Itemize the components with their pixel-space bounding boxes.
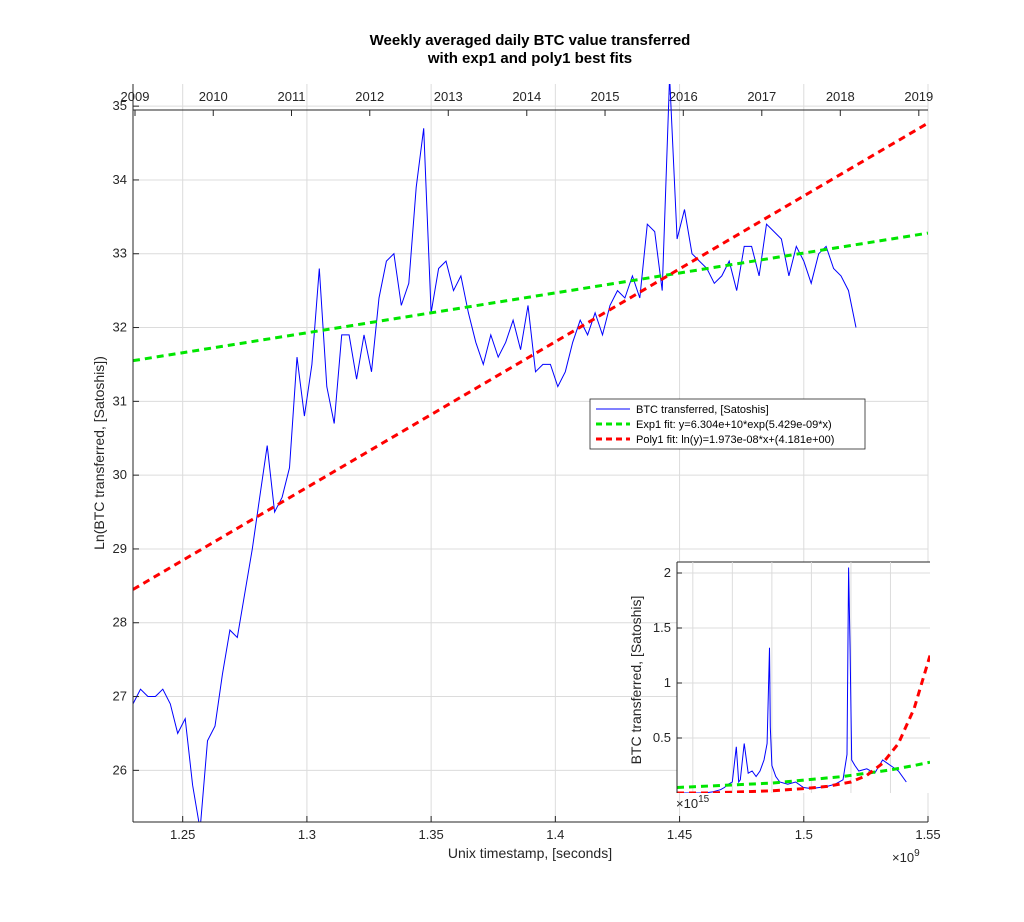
main-y-tick-label: 32: [113, 320, 127, 335]
main-x-tick-label: 1.55: [915, 827, 940, 842]
y-axis-label: Ln(BTC transferred, [Satoshis]): [91, 356, 107, 550]
x-exponent-label: ×109: [892, 848, 920, 865]
top-axis-tick-label: 2016: [669, 89, 698, 104]
top-axis-tick-label: 2015: [591, 89, 620, 104]
main-y-tick-label: 28: [113, 615, 127, 630]
main-y-tick-label: 31: [113, 393, 127, 408]
poly1-fit-line: [133, 121, 928, 591]
top-axis-tick-label: 2011: [278, 89, 306, 104]
top-axis-tick-label: 2010: [199, 89, 228, 104]
inset-grid: [677, 562, 930, 793]
top-axis-tick-label: 2009: [121, 89, 150, 104]
legend-box: [589, 398, 866, 450]
top-axis-tick-label: 2017: [747, 89, 776, 104]
inset-y-tick-label: 1: [664, 675, 671, 690]
inset-y-exponent-label: ×1015: [676, 794, 710, 811]
inset-series-group: [677, 567, 930, 793]
main-x-tick-label: 1.45: [667, 827, 692, 842]
main-x-tick-label: 1.35: [418, 827, 443, 842]
btc-series-line: [133, 84, 857, 822]
legend: BTC transferred, [Satoshis] Exp1 fit: y=…: [589, 398, 866, 450]
main-y-tick-label: 26: [113, 762, 127, 777]
inset-y-exponent-power: 15: [698, 794, 710, 805]
main-x-tick-label: 1.25: [170, 827, 195, 842]
top-axis-tick-label: 2018: [826, 89, 855, 104]
top-axis-tick-label: 2014: [512, 89, 541, 104]
inset-y-tick-label: 2: [664, 565, 671, 580]
main-y-tick-label: 35: [113, 98, 127, 113]
x-axis-label: Unix timestamp, [seconds]: [448, 845, 612, 861]
inset-y-axis-label: BTC transferred, [Satoshis]: [628, 596, 644, 765]
main-y-tick-label: 27: [113, 689, 127, 704]
main-x-tick-label: 1.5: [795, 827, 813, 842]
inset-y-exponent-base: ×10: [676, 796, 698, 811]
x-exponent-power: 9: [914, 848, 920, 859]
inset-exp1-fit-line: [677, 760, 930, 789]
top-axis-tick-label: 2019: [904, 89, 933, 104]
exp1-fit-line: [133, 231, 928, 363]
x-exponent-base: ×10: [892, 850, 914, 865]
legend-label-poly1: Poly1 fit: ln(y)=1.973e-08*x+(4.181e+00): [636, 434, 834, 446]
main-y-tick-label: 33: [113, 246, 127, 261]
main-x-tick-label: 1.4: [546, 827, 564, 842]
main-ticks: 1.25 1.3 1.35 1.4 1.45 1.5 1.55 26 27 28 29 30 31 32 3…: [113, 98, 941, 842]
chart-title-line1: Weekly averaged daily BTC value transfer…: [370, 32, 691, 49]
chart-title-line2: with exp1 and poly1 best fits: [427, 50, 632, 67]
main-x-tick-label: 1.3: [298, 827, 316, 842]
inset-ticks: 0.5 1 1.5 2: [653, 565, 682, 745]
inset-poly1-fit-line: [677, 655, 930, 793]
top-axis-tick-label: 2013: [434, 89, 463, 104]
main-series-group: [133, 84, 928, 822]
main-y-tick-label: 34: [113, 172, 127, 187]
legend-label-btc: BTC transferred, [Satoshis]: [636, 404, 769, 416]
top-axis-years: 2009 2010 2011 2012 2013 2014 2015 2016 2017 2018…: [121, 89, 933, 116]
legend-label-exp1: Exp1 fit: y=6.304e+10*exp(5.429e-09*x): [636, 419, 832, 431]
top-axis-tick-label: 2012: [355, 89, 384, 104]
main-y-tick-label: 30: [113, 467, 127, 482]
inset-plot-area: [677, 562, 930, 793]
inset-y-tick-label: 0.5: [653, 730, 671, 745]
main-y-tick-label: 29: [113, 541, 127, 556]
inset-y-tick-label: 1.5: [653, 620, 671, 635]
